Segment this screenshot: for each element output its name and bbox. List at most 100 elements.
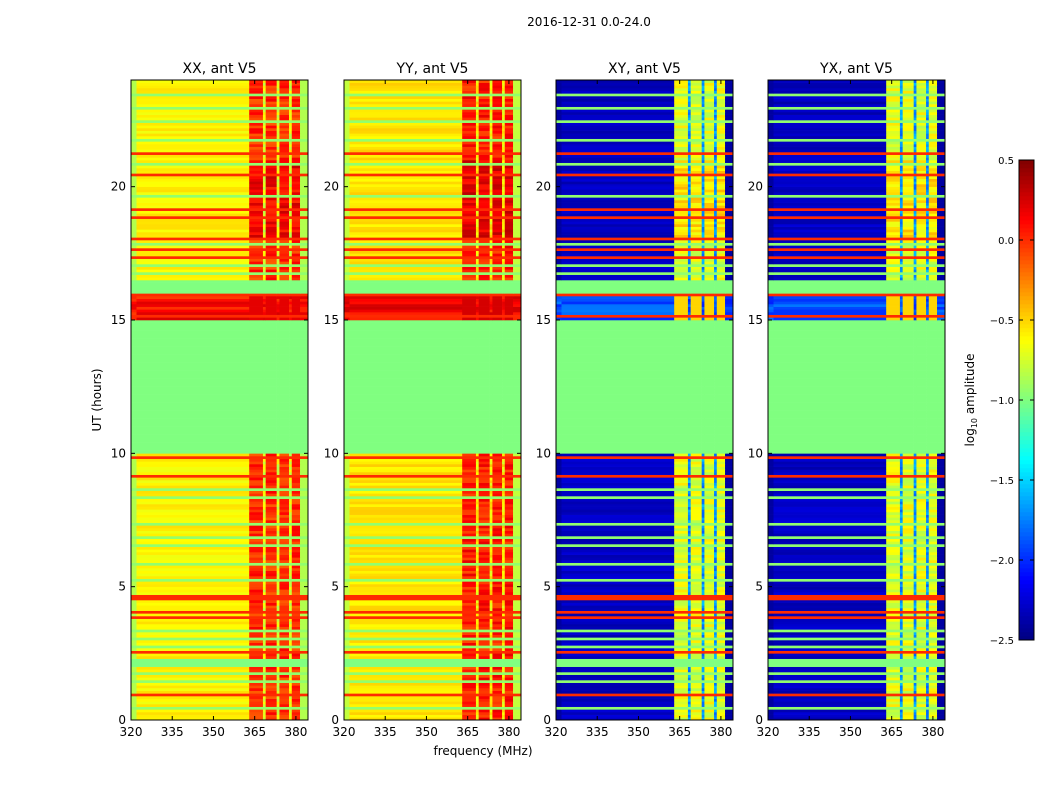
heatmap-cell (262, 674, 266, 678)
heatmap-cell (462, 504, 477, 507)
heatmap-cell (502, 648, 506, 651)
heatmap-cell (291, 245, 301, 249)
heatmap-cell (249, 226, 264, 230)
heatmap-cell (136, 530, 250, 534)
heatmap-cell (462, 621, 477, 625)
heatmap-cell (276, 690, 280, 694)
heatmap-cell (344, 344, 350, 347)
heatmap-cell (136, 224, 250, 227)
heatmap-cell (475, 690, 479, 694)
heatmap-cell (279, 434, 290, 438)
heatmap-cell (475, 208, 479, 211)
heatmap-cell (136, 506, 250, 510)
heatmap-cell (475, 349, 479, 353)
heatmap-cell (504, 328, 514, 331)
heatmap-cell (344, 296, 350, 299)
heatmap-cell (502, 322, 506, 326)
heatmap-cell (502, 576, 506, 579)
heatmap-cell (502, 261, 506, 265)
heatmap-cell (344, 154, 350, 158)
heatmap-cell (513, 402, 522, 406)
heatmap-cell (504, 274, 514, 278)
heatmap-cell (344, 317, 350, 321)
heatmap-cell (131, 226, 137, 230)
heatmap-cell (300, 272, 309, 275)
heatmap-cell (136, 552, 250, 555)
heatmap-cell (300, 613, 309, 617)
heatmap-cell (262, 213, 266, 217)
heatmap-cell (513, 648, 522, 651)
heatmap-cell (344, 226, 350, 230)
heatmap-cell (291, 208, 301, 211)
heatmap-cell (262, 538, 266, 542)
heatmap-cell (131, 85, 137, 89)
heatmap-cell (489, 600, 493, 603)
heatmap-cell (502, 504, 506, 507)
heatmap-cell (262, 178, 266, 182)
heatmap-cell (276, 661, 280, 665)
heatmap-cell (249, 690, 264, 694)
heatmap-cell (513, 240, 522, 243)
heatmap-cell (300, 645, 309, 649)
heatmap-cell (504, 365, 514, 369)
x-tick-label: 350 (202, 725, 225, 739)
heatmap-cell (478, 405, 490, 409)
heatmap-cell (279, 248, 290, 251)
heatmap-cell (131, 240, 137, 243)
heatmap-cell (300, 101, 309, 105)
heatmap-cell (289, 448, 293, 451)
heatmap-cell (478, 413, 490, 417)
heatmap-cell (344, 392, 350, 395)
heatmap-cell (344, 586, 350, 590)
heatmap-cell (478, 381, 490, 385)
heatmap-cell (502, 410, 506, 414)
heatmap-cell (291, 592, 301, 595)
heatmap-cell (489, 554, 493, 558)
heatmap-cell (136, 698, 250, 702)
heatmap-cell (478, 437, 490, 441)
heatmap-cell (262, 346, 266, 350)
heatmap-cell (513, 322, 522, 326)
heatmap-cell (276, 114, 280, 118)
heatmap-cell (289, 666, 293, 670)
heatmap-cell (279, 488, 290, 491)
heatmap-cell (291, 85, 301, 89)
heatmap-cell (262, 696, 266, 699)
heatmap-cell (276, 645, 280, 649)
heatmap-cell (478, 309, 490, 313)
heatmap-cell (300, 562, 309, 566)
heatmap-cell (475, 514, 479, 518)
heatmap-cell (279, 581, 290, 585)
heatmap-cell (249, 517, 264, 521)
heatmap-cell (462, 418, 477, 422)
heatmap-cell (289, 274, 293, 278)
heatmap-cell (502, 416, 506, 419)
heatmap-cell (502, 253, 506, 257)
heatmap-cell (462, 490, 477, 494)
heatmap-cell (513, 525, 522, 529)
heatmap-cell (289, 168, 293, 171)
heatmap-cell (131, 120, 137, 123)
heatmap-cell (136, 226, 250, 230)
heatmap-cell (502, 637, 506, 641)
heatmap-cell (289, 472, 293, 475)
heatmap-cell (492, 533, 503, 537)
heatmap-cell (249, 290, 264, 294)
heatmap-cell (478, 248, 490, 251)
heatmap-cell (344, 605, 350, 609)
heatmap-cell (344, 664, 350, 667)
heatmap-cell (131, 570, 137, 574)
heatmap-cell (349, 650, 463, 654)
heatmap-cell (489, 258, 493, 262)
heatmap-cell (279, 437, 290, 441)
heatmap-cell (279, 149, 290, 153)
heatmap-cell (462, 434, 477, 438)
heatmap-cell (289, 352, 293, 355)
heatmap-cell (291, 568, 301, 571)
heatmap-cell (265, 517, 277, 521)
heatmap-cell (349, 266, 463, 270)
heatmap-cell (504, 706, 514, 710)
heatmap-cell (462, 640, 477, 643)
heatmap-cell (504, 704, 514, 707)
heatmap-cell (513, 389, 522, 393)
